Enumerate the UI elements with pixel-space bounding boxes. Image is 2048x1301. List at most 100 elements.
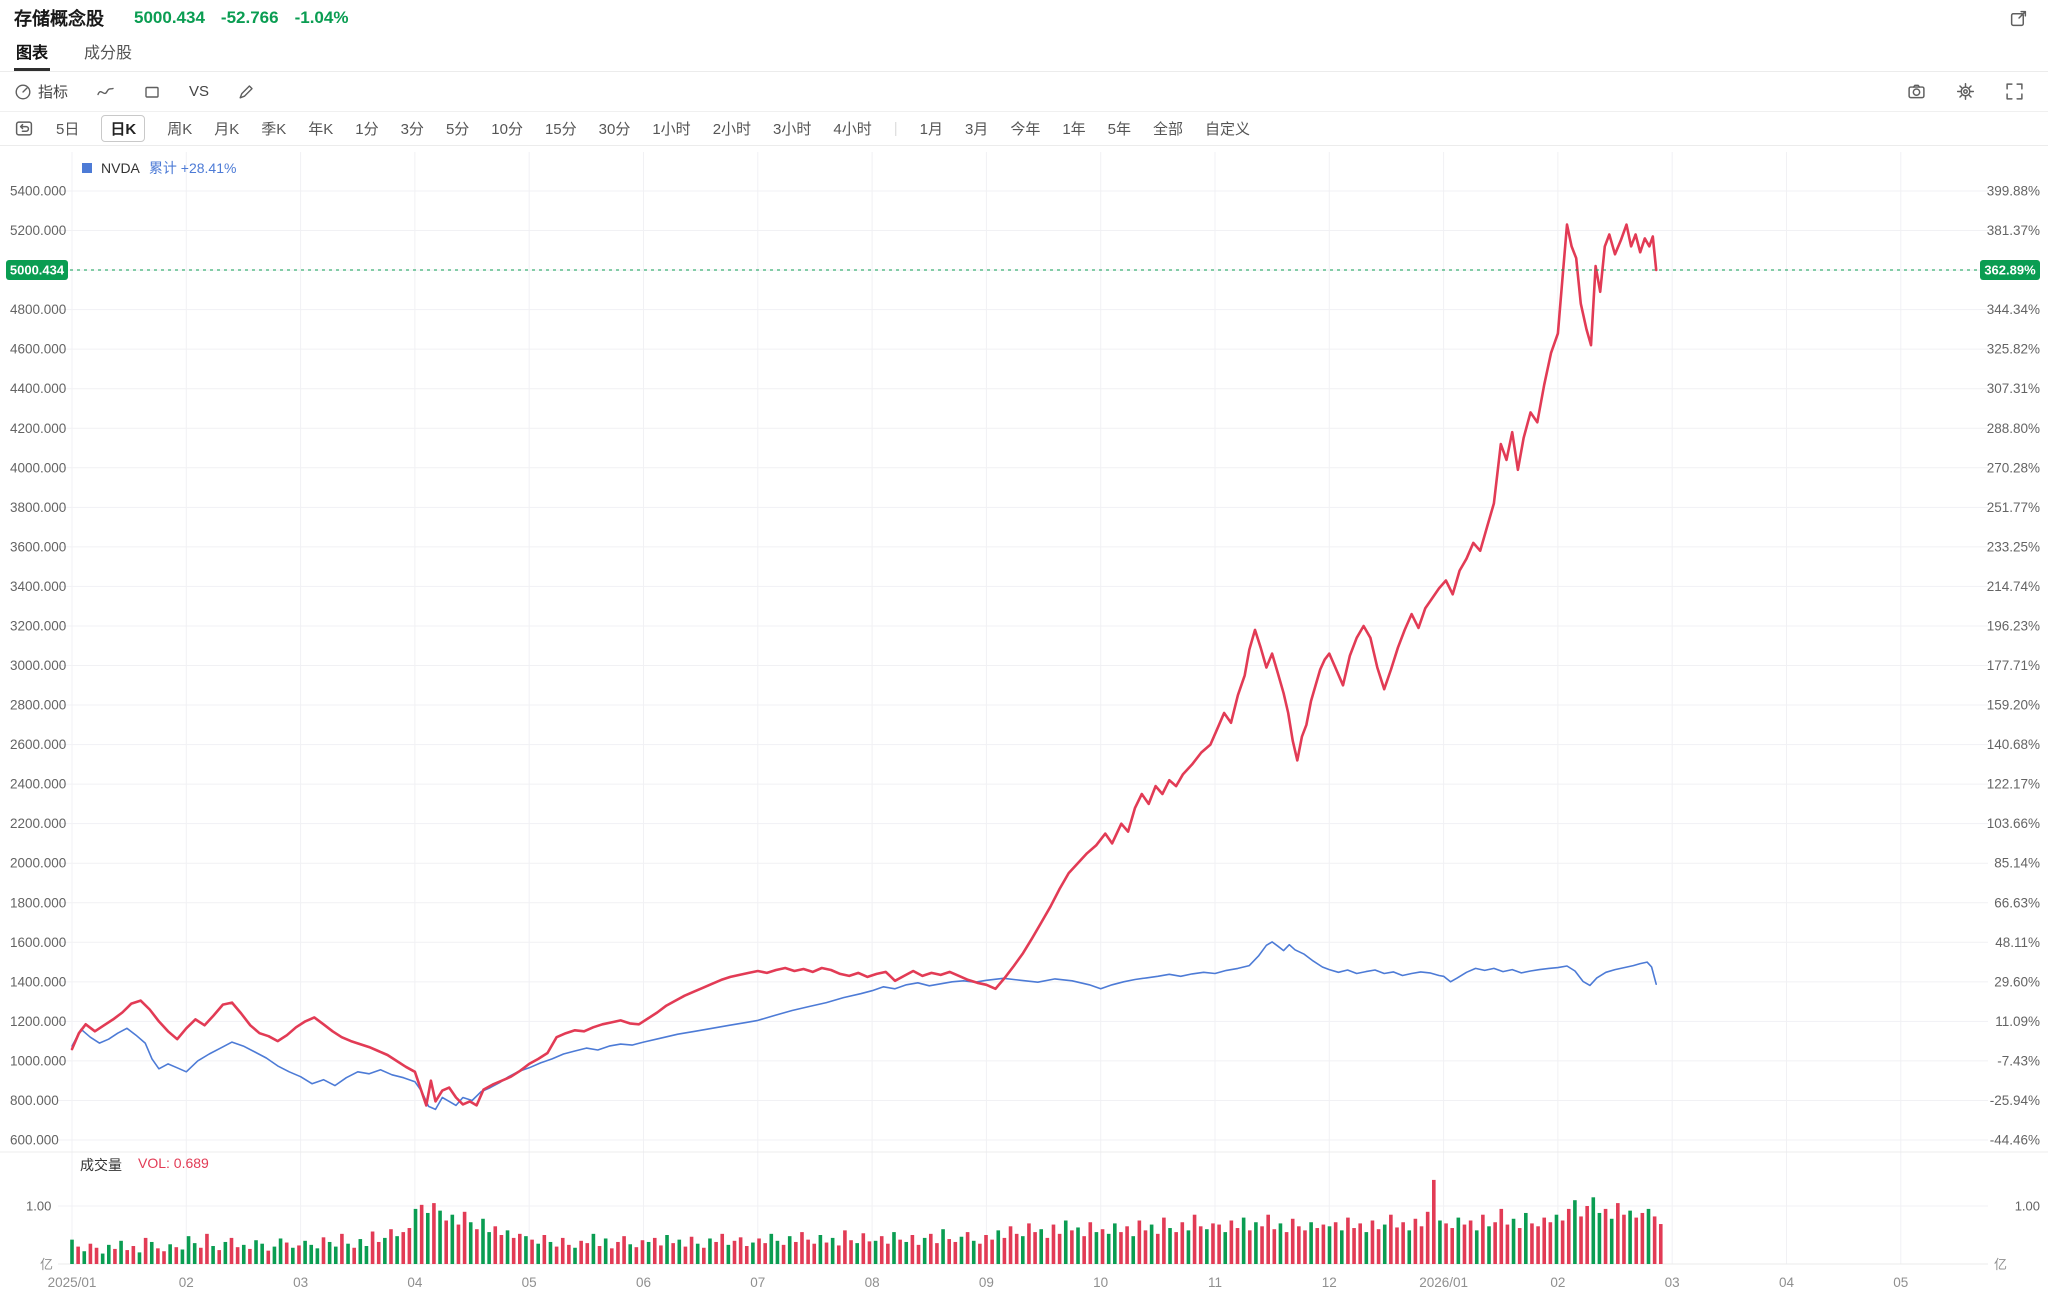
svg-text:5000.434: 5000.434 <box>10 262 65 277</box>
timeframe-周K[interactable]: 周K <box>167 121 193 138</box>
svg-text:48.11%: 48.11% <box>1995 935 2040 950</box>
indicator-button[interactable]: 指标 <box>14 81 68 102</box>
svg-text:4400.000: 4400.000 <box>10 381 66 396</box>
svg-text:-25.94%: -25.94% <box>1990 1093 2040 1108</box>
svg-text:362.89%: 362.89% <box>1984 262 2036 277</box>
svg-text:03: 03 <box>293 1275 308 1290</box>
chart-toolbar: 指标 VS <box>0 72 2048 112</box>
svg-text:3800.000: 3800.000 <box>10 500 66 515</box>
timeframe-1月[interactable]: 1月 <box>919 121 943 138</box>
svg-text:1000.000: 1000.000 <box>10 1053 66 1068</box>
camera-icon[interactable] <box>1907 82 1926 101</box>
svg-text:07: 07 <box>750 1275 765 1290</box>
svg-text:02: 02 <box>1550 1275 1565 1290</box>
svg-text:3200.000: 3200.000 <box>10 618 66 633</box>
svg-text:251.77%: 251.77% <box>1987 500 2040 515</box>
svg-text:亿: 亿 <box>40 1257 53 1272</box>
price-change: -52.766 <box>220 8 279 27</box>
line-style-button[interactable] <box>96 83 115 101</box>
timeframe-4小时[interactable]: 4小时 <box>833 121 872 138</box>
chart-type-button[interactable] <box>143 83 161 101</box>
svg-text:1.00: 1.00 <box>26 1199 51 1214</box>
square-icon <box>143 83 161 101</box>
timeframe-3小时[interactable]: 3小时 <box>773 121 812 138</box>
svg-text:2600.000: 2600.000 <box>10 737 66 752</box>
svg-text:05: 05 <box>1893 1275 1908 1290</box>
restore-icon[interactable] <box>14 119 34 138</box>
timeframe-日K[interactable]: 日K <box>101 115 146 142</box>
timeframe-3分[interactable]: 3分 <box>400 121 424 138</box>
toolbar-right-group <box>1907 82 2024 101</box>
timeframe-5年[interactable]: 5年 <box>1107 121 1132 138</box>
svg-text:4800.000: 4800.000 <box>10 302 66 317</box>
draw-tool-button[interactable] <box>237 83 255 101</box>
svg-text:亿: 亿 <box>1994 1257 2007 1272</box>
current-price-badge <box>6 259 68 280</box>
timeframe-10分[interactable]: 10分 <box>491 121 523 138</box>
header: 存储概念股 5000.434 -52.766 -1.04% <box>0 0 2048 36</box>
gridlines <box>0 152 2048 1265</box>
svg-text:66.63%: 66.63% <box>1994 895 2040 910</box>
svg-text:04: 04 <box>407 1275 423 1290</box>
tab-图表[interactable]: 图表 <box>14 33 51 71</box>
svg-text:103.66%: 103.66% <box>1987 816 2040 831</box>
timeframe-全部[interactable]: 全部 <box>1153 121 1184 138</box>
timeframe-1小时[interactable]: 1小时 <box>652 121 691 138</box>
svg-text:06: 06 <box>636 1275 651 1290</box>
svg-text:1800.000: 1800.000 <box>10 895 66 910</box>
svg-text:12: 12 <box>1322 1275 1337 1290</box>
timeframe-30分[interactable]: 30分 <box>598 121 631 138</box>
pen-icon <box>237 83 255 101</box>
indicator-label: 指标 <box>38 84 69 101</box>
svg-text:4600.000: 4600.000 <box>10 342 66 357</box>
svg-text:09: 09 <box>979 1275 994 1290</box>
svg-text:600.000: 600.000 <box>10 1133 59 1148</box>
timeframe-2小时[interactable]: 2小时 <box>712 121 752 138</box>
popout-icon[interactable] <box>2009 9 2028 28</box>
timeframe-5日[interactable]: 5日 <box>56 121 80 138</box>
chart-area[interactable]: 5400.000 399.88% 5200.000 381.37% 4800.000 34… <box>0 146 2048 1301</box>
chart-canvas[interactable]: 5400.000 399.88% 5200.000 381.37% 4800.000 34… <box>0 146 2048 1301</box>
timeframe-1分[interactable]: 1分 <box>355 121 379 138</box>
series-line-NVDA <box>71 941 1657 1111</box>
gear-icon[interactable] <box>1956 82 1975 101</box>
svg-text:177.71%: 177.71% <box>1987 658 2040 673</box>
svg-text:270.28%: 270.28% <box>1987 460 2040 475</box>
timeframe-季K[interactable]: 季K <box>261 121 287 138</box>
svg-text:-7.43%: -7.43% <box>1997 1053 2040 1068</box>
svg-text:307.31%: 307.31% <box>1987 381 2040 396</box>
svg-text:1400.000: 1400.000 <box>10 974 66 989</box>
tab-成分股[interactable]: 成分股 <box>84 45 133 62</box>
svg-text:05: 05 <box>522 1275 537 1290</box>
svg-text:4200.000: 4200.000 <box>10 421 66 436</box>
svg-text:2000.000: 2000.000 <box>10 856 66 871</box>
svg-text:2026/01: 2026/01 <box>1419 1275 1468 1290</box>
vs-compare-button[interactable]: VS <box>189 83 209 100</box>
timeframe-1年[interactable]: 1年 <box>1062 121 1086 138</box>
svg-text:399.88%: 399.88% <box>1987 184 2040 199</box>
timeframe-月K[interactable]: 月K <box>214 121 240 138</box>
timeframe-3月[interactable]: 3月 <box>964 121 989 138</box>
svg-text:288.80%: 288.80% <box>1987 421 2040 436</box>
chart-legend: NVDA 累计 +28.41% <box>82 158 236 178</box>
svg-text:11.09%: 11.09% <box>1995 1014 2040 1029</box>
current-pct-badge <box>1980 259 2040 280</box>
series-line-存储概念股 <box>70 223 1658 1107</box>
svg-text:4000.000: 4000.000 <box>10 460 66 475</box>
current-price: 5000.434 <box>134 8 205 27</box>
legend-series-name: NVDA <box>101 160 140 176</box>
svg-text:5400.000: 5400.000 <box>10 184 66 199</box>
svg-text:233.25%: 233.25% <box>1987 539 2040 554</box>
svg-text:159.20%: 159.20% <box>1987 698 2040 713</box>
timeframe-5分[interactable]: 5分 <box>445 121 470 138</box>
svg-text:5200.000: 5200.000 <box>10 223 66 238</box>
timeframe-年K[interactable]: 年K <box>308 121 334 138</box>
timeframe-今年[interactable]: 今年 <box>1010 121 1041 138</box>
timeframe-15分[interactable]: 15分 <box>544 121 577 138</box>
legend-cumulative-pct: 累计 +28.41% <box>148 160 237 176</box>
svg-text:1.00: 1.00 <box>2015 1199 2040 1214</box>
index-quote: 5000.434 -52.766 -1.04% <box>134 8 348 28</box>
timeframe-自定义[interactable]: 自定义 <box>1205 121 1251 138</box>
fullscreen-icon[interactable] <box>2005 82 2024 101</box>
svg-text:-44.46%: -44.46% <box>1990 1133 2040 1148</box>
